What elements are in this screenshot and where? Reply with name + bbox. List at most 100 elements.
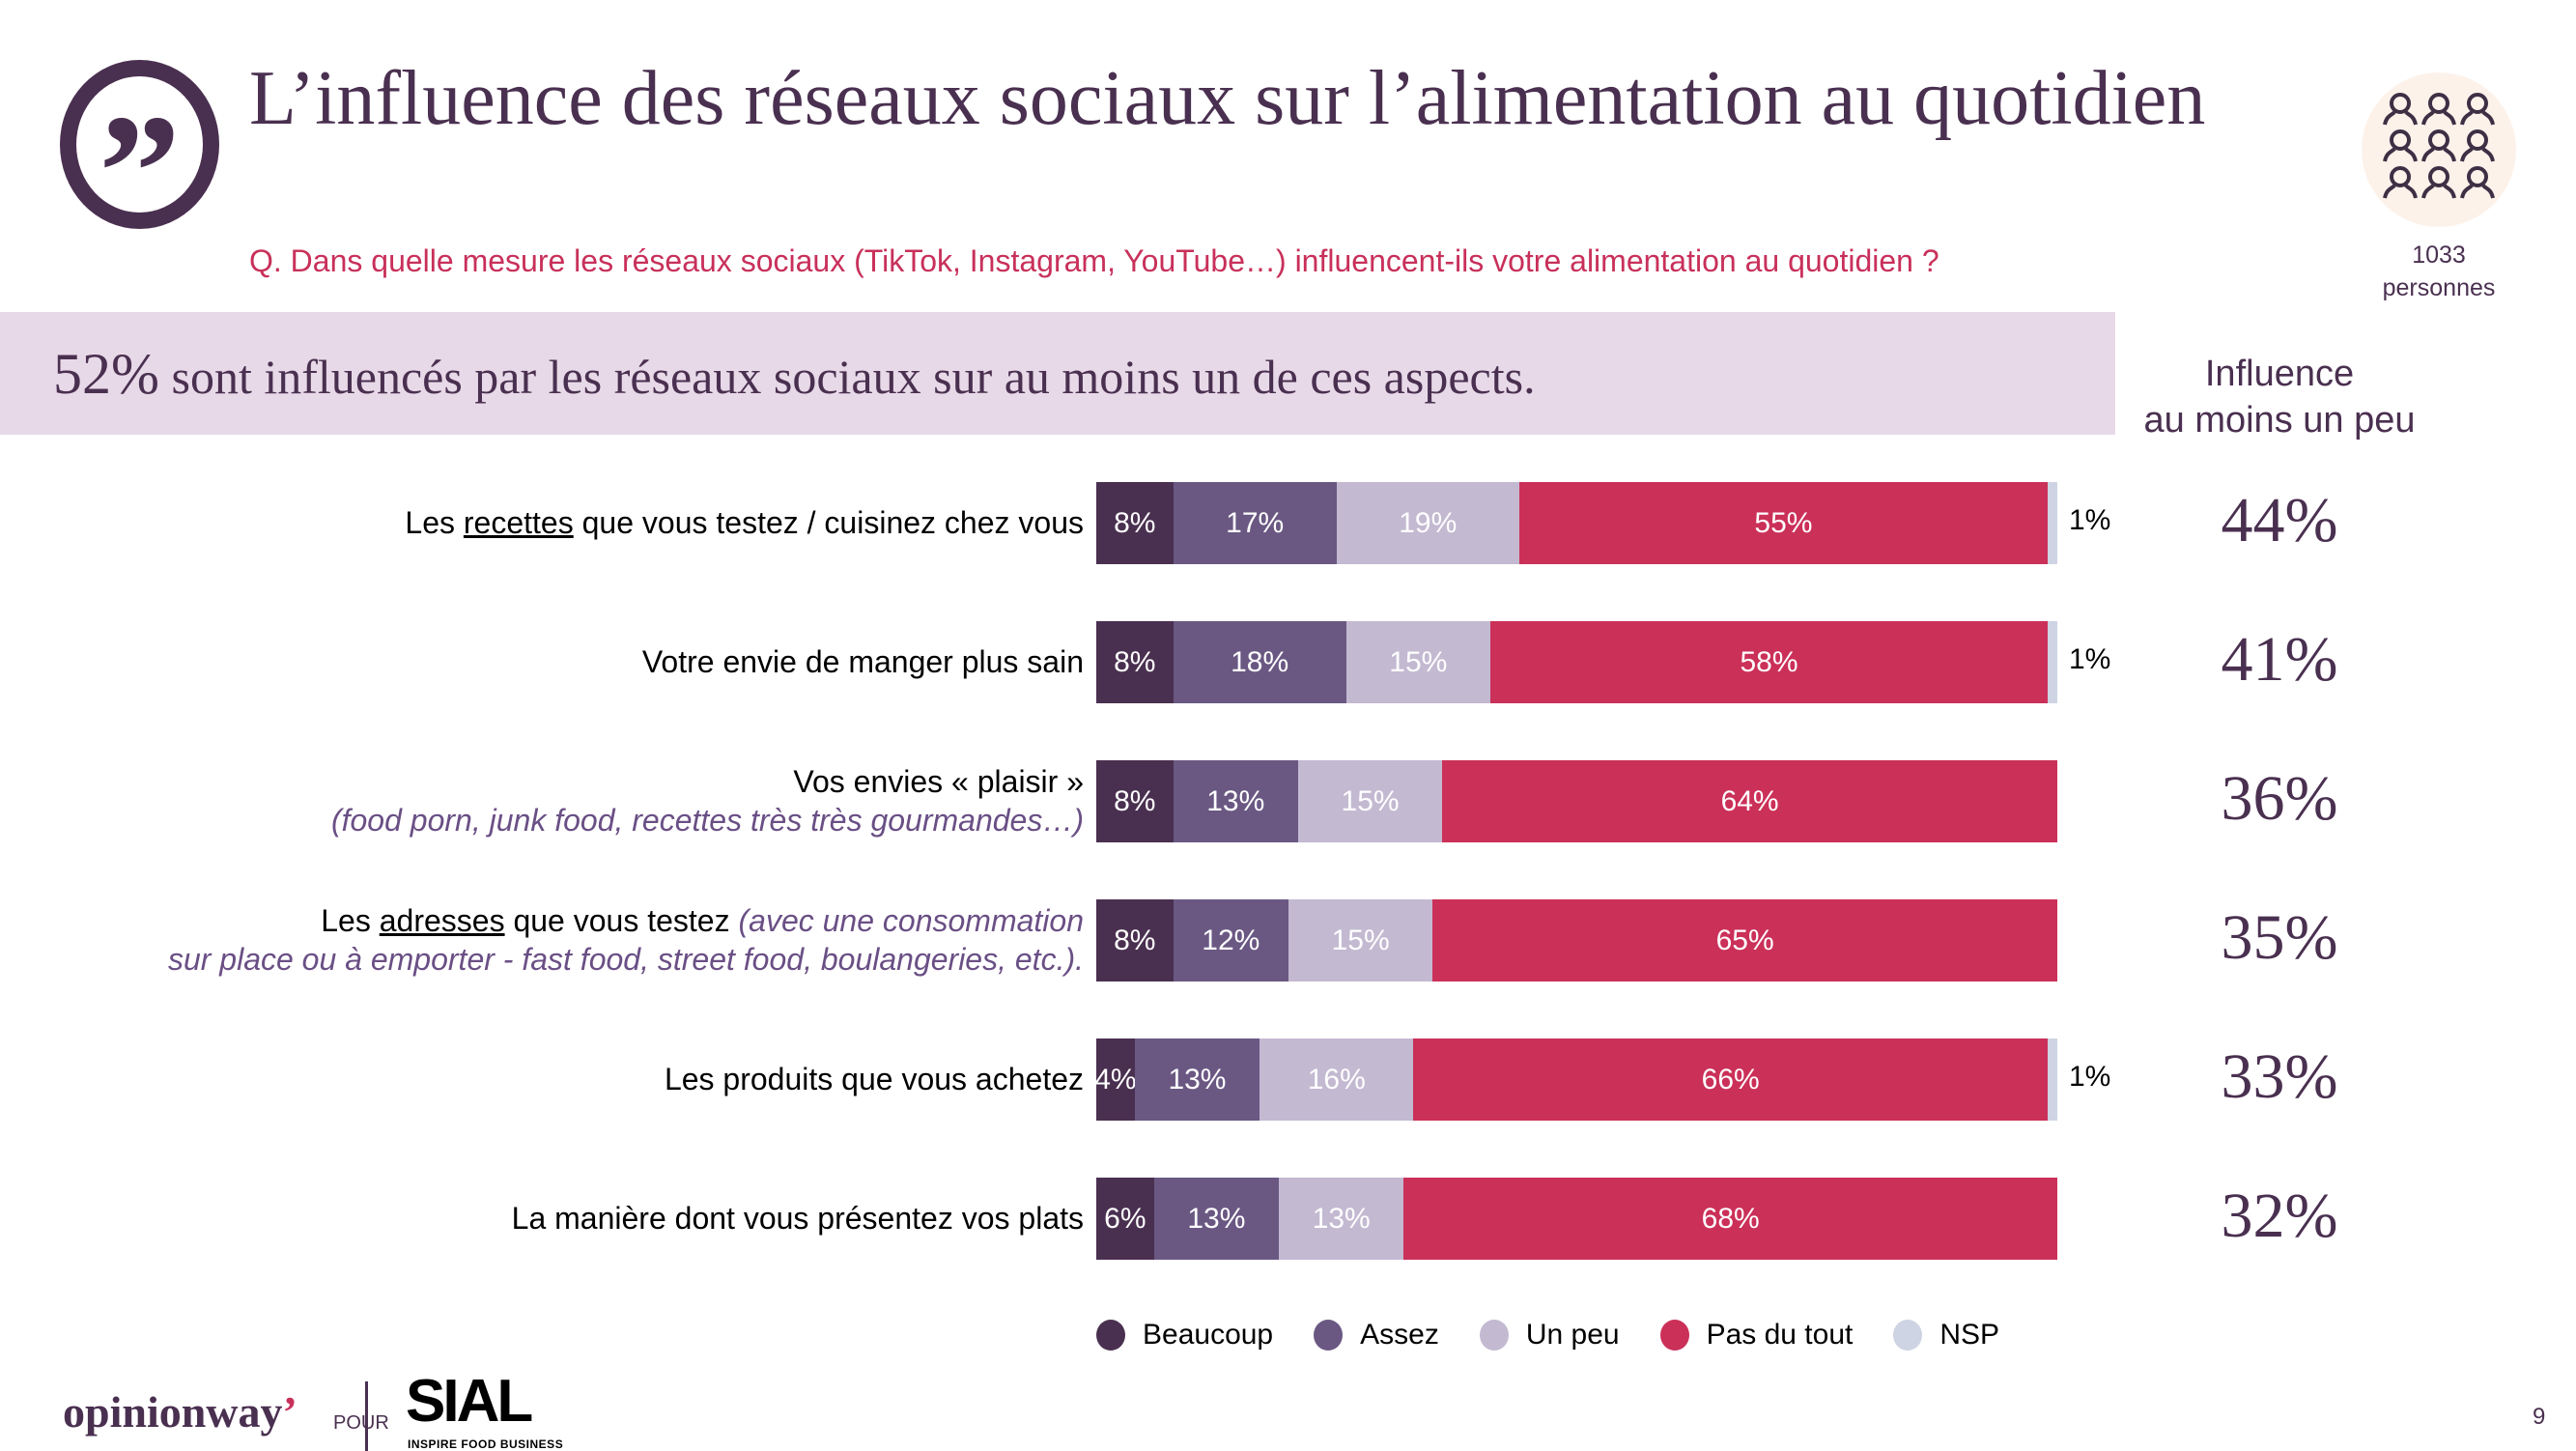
bar-segment-assez: 18% xyxy=(1173,621,1346,703)
bar-row: 8% 17% 19% 55% xyxy=(1096,482,2057,564)
data-label: 65% xyxy=(1715,924,1774,956)
data-label: 6% xyxy=(1104,1202,1146,1235)
legend-swatch xyxy=(1479,1320,1509,1351)
bar-segment-un-peu: 15% xyxy=(1297,760,1443,842)
pour-label: POUR xyxy=(333,1412,389,1434)
row-label-text: La manière dont vous présentez vos plats xyxy=(511,1201,1084,1236)
data-label: 13% xyxy=(1312,1202,1371,1235)
data-label: 4% xyxy=(1094,1063,1137,1095)
row-label-keyword: adresses xyxy=(379,903,505,938)
data-label: 55% xyxy=(1754,506,1813,539)
summary-value: 32% xyxy=(2221,1181,2338,1251)
data-label-nsp: 1% xyxy=(2069,1061,2111,1093)
bar-segment-beaucoup: 8% xyxy=(1096,899,1174,982)
row-label-keyword: recettes xyxy=(463,505,574,540)
key-finding-text: sont influencés par les réseaux sociaux … xyxy=(171,350,1536,404)
bar-segment-beaucoup: 8% xyxy=(1096,482,1174,564)
quote-icon: ” xyxy=(60,60,219,254)
data-label: 13% xyxy=(1206,784,1265,817)
bar-segment-pas-du-tout: 64% xyxy=(1442,760,2057,842)
bar-row: 6% 13% 13% 68% xyxy=(1096,1178,2057,1260)
data-label: 8% xyxy=(1114,924,1156,956)
bar-segment-nsp xyxy=(2048,621,2057,703)
data-label-nsp: 1% xyxy=(2069,643,2111,675)
key-finding-percent: 52% xyxy=(53,342,159,406)
bar-segment-un-peu: 19% xyxy=(1336,482,1519,564)
bar-row: 4% 13% 16% 66% xyxy=(1094,1038,2057,1121)
sial-logo: SIAL xyxy=(406,1368,533,1435)
bar-segment-un-peu: 15% xyxy=(1345,621,1490,703)
row-label-text: que vous testez / cuisinez chez vous xyxy=(573,505,1084,540)
brand-name: opinionway xyxy=(63,1387,283,1437)
summary-header-line2: au moins un peu xyxy=(2143,400,2416,441)
row-label-note: (food porn, junk food, recettes très trè… xyxy=(330,803,1084,838)
legend-item: Beaucoup xyxy=(1096,1319,1273,1351)
legend-item: Un peu xyxy=(1479,1319,1620,1351)
legend-label: Un peu xyxy=(1525,1319,1620,1351)
page-number: 9 xyxy=(2533,1404,2546,1430)
legend-swatch xyxy=(1659,1320,1689,1351)
data-label: 66% xyxy=(1701,1063,1760,1095)
bar-segment-beaucoup: 6% xyxy=(1096,1178,1154,1260)
row-label: Les recettes que vous testez / cuisinez … xyxy=(405,503,1084,542)
bar-segment-un-peu: 15% xyxy=(1288,899,1433,982)
data-label: 15% xyxy=(1389,645,1448,678)
data-label: 12% xyxy=(1202,924,1260,956)
bar-segment-pas-du-tout: 65% xyxy=(1432,899,2057,982)
summary-value: 44% xyxy=(2221,485,2338,555)
page-title: L’influence des réseaux sociaux sur l’al… xyxy=(249,56,2206,141)
row-label: Votre envie de manger plus sain xyxy=(642,642,1084,681)
bar-row: 8% 18% 15% 58% xyxy=(1096,621,2057,703)
bar-segment-pas-du-tout: 68% xyxy=(1403,1178,2057,1260)
data-label: 13% xyxy=(1187,1202,1246,1235)
bar-segment-pas-du-tout: 66% xyxy=(1413,1038,2049,1121)
sample-size-badge: 1033 personnes xyxy=(2357,72,2521,304)
sample-unit: personnes xyxy=(2382,274,2496,301)
row-label-note: sur place ou à emporter - fast food, str… xyxy=(167,942,1084,977)
legend-swatch xyxy=(1096,1320,1125,1351)
data-label-nsp: 1% xyxy=(2069,504,2111,536)
data-label: 13% xyxy=(1168,1063,1227,1095)
legend-swatch xyxy=(1314,1320,1344,1351)
data-label: 58% xyxy=(1740,645,1798,678)
sial-tagline: INSPIRE FOOD BUSINESS xyxy=(408,1437,564,1451)
row-label-note: (avec une consommation xyxy=(738,903,1084,938)
data-label: 17% xyxy=(1226,506,1285,539)
row-label-text: Les produits que vous achetez xyxy=(664,1062,1084,1096)
data-label: 15% xyxy=(1331,924,1390,956)
bar-segment-assez: 13% xyxy=(1173,760,1298,842)
people-group-icon xyxy=(2362,72,2516,227)
data-label: 19% xyxy=(1399,506,1458,539)
legend-label: Beaucoup xyxy=(1143,1319,1274,1351)
summary-header-line1: Influence xyxy=(2204,354,2355,394)
bar-segment-assez: 12% xyxy=(1173,899,1288,982)
data-label: 18% xyxy=(1231,645,1289,678)
bar-segment-un-peu: 13% xyxy=(1279,1178,1404,1260)
bar-segment-beaucoup: 4% xyxy=(1094,1038,1137,1121)
summary-value: 35% xyxy=(2221,902,2338,973)
bar-segment-nsp xyxy=(2048,1038,2057,1121)
row-label-text: Vos envies « plaisir » xyxy=(793,764,1084,799)
row-label-text: Les xyxy=(321,903,380,938)
legend-label: NSP xyxy=(1939,1319,2000,1351)
opinionway-logo: opinionway’ xyxy=(63,1386,297,1437)
legend-item: Assez xyxy=(1314,1319,1439,1351)
data-label: 64% xyxy=(1720,784,1779,817)
survey-question: Q. Dans quelle mesure les réseaux sociau… xyxy=(249,243,1939,278)
bar-segment-beaucoup: 8% xyxy=(1096,621,1174,703)
data-label: 8% xyxy=(1114,645,1156,678)
bar-segment-assez: 13% xyxy=(1153,1178,1280,1260)
legend-item: Pas du tout xyxy=(1659,1319,1854,1351)
bar-segment-un-peu: 16% xyxy=(1260,1038,1414,1121)
key-finding-banner: 52% sont influencés par les réseaux soci… xyxy=(0,312,2115,435)
bar-segment-pas-du-tout: 58% xyxy=(1489,621,2049,703)
row-label: Vos envies « plaisir » (food porn, junk f… xyxy=(331,762,1084,839)
brand-apostrophe: ’ xyxy=(282,1387,297,1437)
data-label: 68% xyxy=(1701,1202,1760,1235)
legend-label: Pas du tout xyxy=(1706,1319,1854,1351)
bar-segment-nsp xyxy=(2048,482,2057,564)
row-label-text: que vous testez xyxy=(504,903,739,938)
bar-segment-assez: 13% xyxy=(1134,1038,1260,1121)
legend-item: NSP xyxy=(1893,1319,1999,1351)
summary-column-header: Influence au moins un peu xyxy=(2106,351,2453,443)
